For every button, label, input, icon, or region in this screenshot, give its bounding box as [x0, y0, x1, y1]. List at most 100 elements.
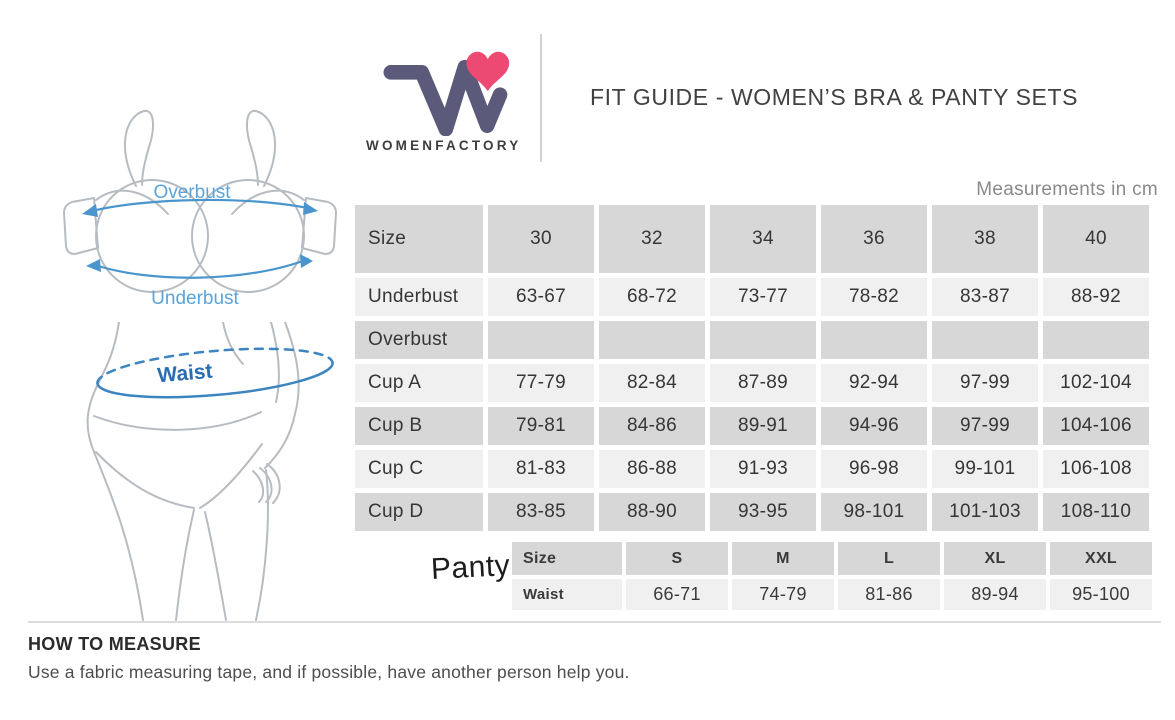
bra-right-strap: [246, 109, 277, 187]
column-header: Size: [512, 542, 622, 575]
header-divider: [540, 34, 542, 162]
table-cell: 101-103: [932, 493, 1038, 531]
table-cell: 82-84: [599, 364, 705, 402]
body-right-outline: [222, 322, 244, 365]
table-cell: [1043, 321, 1149, 359]
row-label: Underbust: [355, 278, 483, 316]
table-cell: 79-81: [488, 407, 594, 445]
table-cell: 89-91: [710, 407, 816, 445]
column-header: L: [838, 542, 940, 575]
table-cell: 68-72: [599, 278, 705, 316]
heart-icon: [466, 51, 510, 92]
overbust-arrowhead-left: [82, 204, 98, 217]
table-cell: 83-85: [488, 493, 594, 531]
table-row: Cup A 77-79 82-84 87-89 92-94 97-99 102-104: [355, 364, 1149, 402]
table-cell: 63-67: [488, 278, 594, 316]
table-cell: 66-71: [626, 579, 728, 610]
how-to-measure-body: Use a fabric measuring tape, and if poss…: [28, 662, 630, 682]
table-cell: [821, 321, 927, 359]
column-header: 38: [932, 205, 1038, 273]
table-cell: 104-106: [1043, 407, 1149, 445]
panty-waistband: [93, 411, 262, 431]
waist-ellipse-front: [96, 361, 334, 399]
table-cell: 93-95: [710, 493, 816, 531]
brand-logo: [383, 51, 510, 136]
row-label: Waist: [512, 579, 622, 610]
table-cell: 94-96: [821, 407, 927, 445]
column-header: 30: [488, 205, 594, 273]
overbust-arrow: [86, 198, 314, 214]
table-cell: 83-87: [932, 278, 1038, 316]
row-label: Cup D: [355, 493, 483, 531]
bra-right-wing: [301, 197, 337, 255]
bra-measurement-illustration: Overbust Underbust: [63, 109, 337, 309]
brand-logo-w: [383, 59, 508, 136]
table-cell: 73-77: [710, 278, 816, 316]
table-cell: 88-90: [599, 493, 705, 531]
table-cell: 91-93: [710, 450, 816, 488]
table-cell: 106-108: [1043, 450, 1149, 488]
column-header: 32: [599, 205, 705, 273]
overbust-arrowhead-right: [303, 202, 318, 215]
brand-wordmark: WOMENFACTORY: [366, 138, 522, 153]
left-inner-thigh: [175, 509, 195, 621]
bra-size-table: Size 30 32 34 36 38 40 Underbust 63-67 68-72 73-77…: [350, 200, 1154, 536]
table-row: Cup B 79-81 84-86 89-91 94-96 97-99 104-106: [355, 407, 1149, 445]
header-row: Size S M L XL XXL: [512, 542, 1152, 575]
column-header: XL: [944, 542, 1046, 575]
units-note: Measurements in cm: [976, 179, 1158, 200]
column-header: 40: [1043, 205, 1149, 273]
column-header: S: [626, 542, 728, 575]
table-cell: 77-79: [488, 364, 594, 402]
table-cell: 86-88: [599, 450, 705, 488]
table-cell: 81-86: [838, 579, 940, 610]
underbust-arrowhead-right: [300, 254, 313, 268]
panty-group-label: Panty: [430, 548, 512, 587]
bra-left-wing: [63, 197, 99, 255]
table-cell: 102-104: [1043, 364, 1149, 402]
table-cell: 96-98: [821, 450, 927, 488]
underbust-label: Underbust: [151, 288, 239, 309]
table-row: Underbust 63-67 68-72 73-77 78-82 83-87 88-92: [355, 278, 1149, 316]
table-cell: 88-92: [1043, 278, 1149, 316]
table-cell: 81-83: [488, 450, 594, 488]
table-cell: 92-94: [821, 364, 927, 402]
header-row: Size 30 32 34 36 38 40: [355, 205, 1149, 273]
bra-right-neckline: [231, 189, 305, 215]
column-header: Size: [355, 205, 483, 273]
underbust-arrowhead-left: [86, 259, 101, 272]
row-label: Cup B: [355, 407, 483, 445]
column-header: 36: [821, 205, 927, 273]
table-cell: [710, 321, 816, 359]
waist-ellipse: [96, 347, 334, 399]
panty-left-leg-opening: [95, 451, 195, 509]
table-cell: 78-82: [821, 278, 927, 316]
table-row: Waist 66-71 74-79 81-86 89-94 95-100: [512, 579, 1152, 610]
table-row: Overbust: [355, 321, 1149, 359]
table-row: Cup C 81-83 86-88 91-93 96-98 99-101 106-108: [355, 450, 1149, 488]
table-cell: 95-100: [1050, 579, 1152, 610]
panty-size-table: Size S M L XL XXL Waist 66-71 74-79 81-86 89-94 95-…: [508, 538, 1156, 614]
bra-left-neckline: [95, 189, 169, 215]
table-row: Cup D 83-85 88-90 93-95 98-101 101-103 108-110: [355, 493, 1149, 531]
table-cell: [599, 321, 705, 359]
column-header: XXL: [1050, 542, 1152, 575]
bra-left-cup: [95, 179, 209, 293]
body-left-outline: [86, 322, 144, 621]
table-cell: [488, 321, 594, 359]
bra-right-cup: [191, 179, 305, 293]
page-title: FIT GUIDE - WOMEN’S BRA & PANTY SETS: [590, 84, 1079, 110]
row-label: Cup A: [355, 364, 483, 402]
table-cell: 97-99: [932, 364, 1038, 402]
right-outer-leg: [255, 469, 269, 621]
row-label: Overbust: [355, 321, 483, 359]
footer-divider: [28, 621, 1161, 623]
table-cell: 84-86: [599, 407, 705, 445]
how-to-measure-heading: HOW TO MEASURE: [28, 634, 201, 654]
table-cell: 74-79: [732, 579, 834, 610]
overbust-label: Overbust: [153, 182, 231, 203]
bra-left-strap: [123, 109, 154, 187]
table-cell: [932, 321, 1038, 359]
table-cell: 89-94: [944, 579, 1046, 610]
table-cell: 97-99: [932, 407, 1038, 445]
